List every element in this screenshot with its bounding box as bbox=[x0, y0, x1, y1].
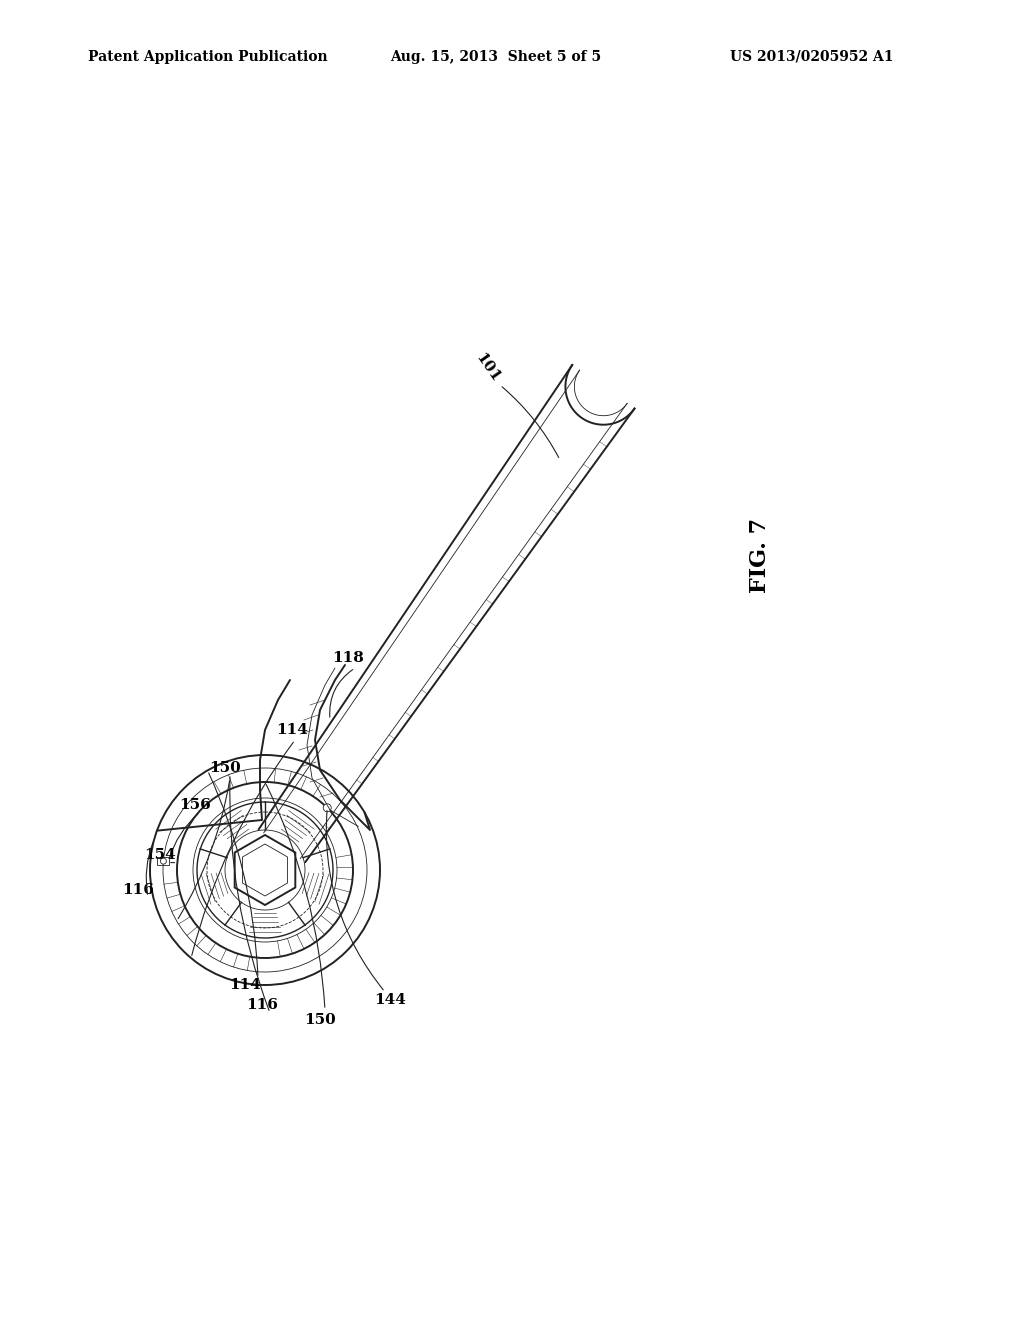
Text: 156: 156 bbox=[179, 799, 211, 812]
Text: 114: 114 bbox=[229, 978, 261, 993]
Text: 101: 101 bbox=[473, 351, 503, 385]
Text: 150: 150 bbox=[304, 1012, 336, 1027]
Text: FIG. 7: FIG. 7 bbox=[749, 517, 771, 593]
Text: 114: 114 bbox=[276, 723, 308, 737]
Text: 150: 150 bbox=[209, 762, 241, 775]
Text: Patent Application Publication: Patent Application Publication bbox=[88, 50, 328, 63]
Text: 118: 118 bbox=[332, 651, 364, 665]
Circle shape bbox=[161, 858, 166, 865]
Text: 154: 154 bbox=[144, 847, 176, 862]
Text: 116: 116 bbox=[122, 883, 154, 898]
Text: 144: 144 bbox=[374, 993, 406, 1007]
Text: US 2013/0205952 A1: US 2013/0205952 A1 bbox=[730, 50, 894, 63]
Circle shape bbox=[324, 804, 331, 812]
Text: Aug. 15, 2013  Sheet 5 of 5: Aug. 15, 2013 Sheet 5 of 5 bbox=[390, 50, 601, 63]
Text: 116: 116 bbox=[246, 998, 278, 1012]
